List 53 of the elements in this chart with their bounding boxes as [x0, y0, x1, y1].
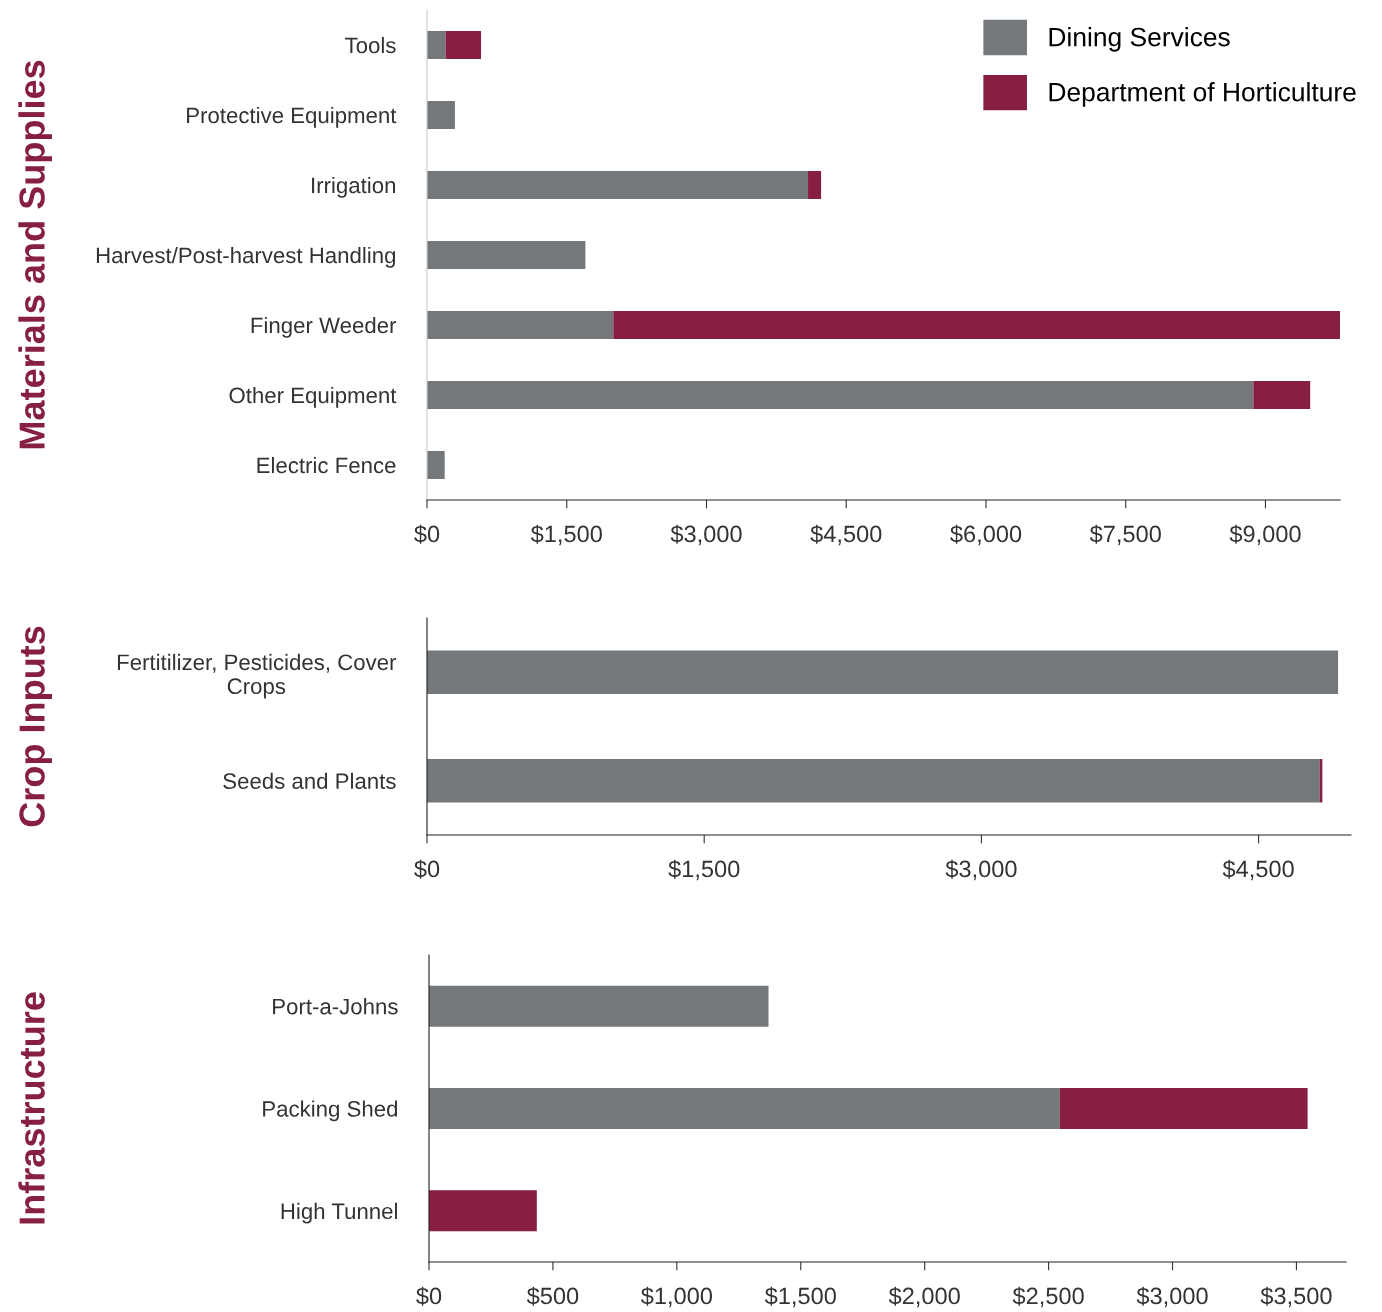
y-tick-label: Tools [345, 36, 396, 54]
y-axis-title: Materials and Supplies [18, 60, 52, 449]
bar [613, 311, 1340, 339]
x-tick-label: $0 [414, 859, 440, 879]
bar [427, 171, 809, 199]
legend-label: Dining Services [1049, 27, 1230, 52]
bar [1059, 1088, 1308, 1129]
bar [1253, 381, 1311, 409]
bar [427, 759, 1320, 803]
bar [427, 101, 455, 129]
y-tick-label: High Tunnel [281, 1202, 397, 1224]
x-tick-label: $1,000 [640, 1286, 713, 1308]
y-axis-title: Infrastructure [18, 992, 45, 1224]
y-tick-label: Protective Equipment [187, 106, 397, 128]
bar [429, 985, 769, 1027]
x-tick-label: $2,500 [1012, 1286, 1084, 1308]
y-tick-label: Fertitilizer, Pesticides, Cover Crops [117, 653, 397, 699]
x-tick-label: $9,000 [1229, 524, 1301, 546]
y-tick-label: Irrigation [312, 176, 396, 198]
x-tick-label: $3,000 [670, 524, 742, 546]
bar [427, 650, 1339, 694]
y-tick-label: Seeds and Plants [223, 772, 396, 790]
y-tick-label: Finger Weeder [251, 316, 397, 338]
y-tick-label: Other Equipment [229, 386, 397, 408]
x-tick-label: $4,500 [810, 524, 882, 546]
y-tick-label: Harvest/Post-harvest Handling [96, 246, 396, 268]
bar [427, 31, 446, 59]
x-tick-label: $1,500 [764, 1286, 836, 1308]
y-axis-title: Crop Inputs [19, 626, 52, 827]
bar [808, 171, 822, 199]
x-tick-label: $1,500 [530, 524, 602, 546]
y-tick-label: Packing Shed [263, 1100, 398, 1122]
x-tick-label: $3,500 [1260, 1286, 1332, 1308]
x-tick-label: $1,500 [668, 859, 740, 881]
bar [429, 1088, 1060, 1129]
x-tick-label: $0 [414, 524, 440, 544]
x-tick-label: $4,500 [1222, 859, 1294, 881]
bar [429, 1190, 537, 1232]
y-tick-label: Electric Fence [257, 456, 396, 474]
x-tick-label: $7,500 [1089, 524, 1161, 546]
bar [427, 241, 586, 269]
bar [445, 31, 482, 59]
x-tick-label: $500 [526, 1286, 579, 1306]
y-tick-label: Port-a-Johns [273, 998, 398, 1015]
x-tick-label: $2,000 [888, 1286, 960, 1308]
x-tick-label: $6,000 [950, 524, 1022, 546]
x-tick-label: $3,000 [1136, 1286, 1208, 1308]
bar [427, 381, 1254, 409]
legend-label: Department of Horticulture [1049, 82, 1356, 107]
x-tick-label: $0 [416, 1286, 442, 1306]
bar [427, 311, 614, 339]
x-tick-label: $3,000 [945, 859, 1017, 881]
bar [427, 451, 445, 479]
